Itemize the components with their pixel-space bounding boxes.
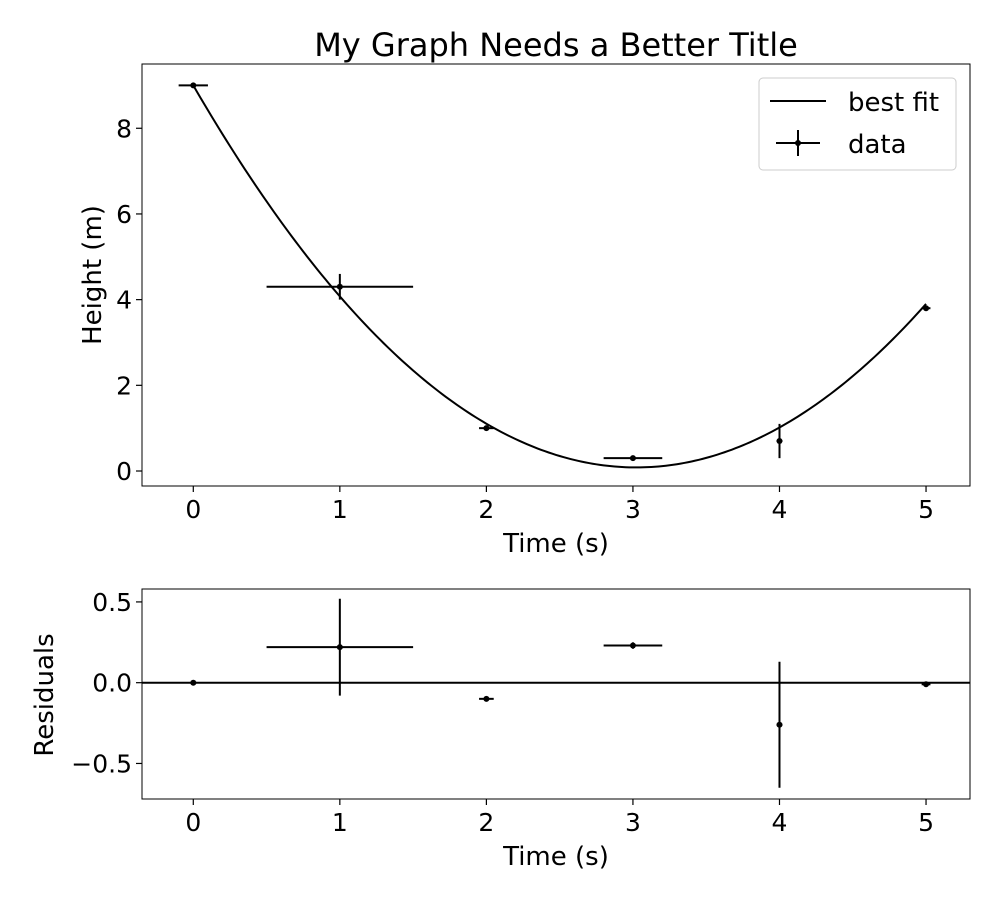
residuals-marker <box>923 681 930 688</box>
residuals-x-tick-label: 0 <box>185 808 201 837</box>
height-y-tick-label: 0 <box>116 457 132 486</box>
height-x-tick-label: 2 <box>478 495 494 524</box>
residuals-x-axis: 0 1 2 3 4 5 <box>185 799 934 837</box>
residuals-data-point <box>603 642 663 649</box>
residuals-y-tick-label: 0.0 <box>92 669 132 698</box>
residuals-y-axis-label: Residuals <box>30 633 60 756</box>
height-x-axis: 0 1 2 3 4 5 <box>185 486 934 524</box>
height-marker <box>483 425 490 432</box>
height-y-tick-label: 8 <box>116 114 132 143</box>
height-y-tick-label: 4 <box>116 286 132 315</box>
legend: best fit data <box>758 77 957 171</box>
height-marker <box>336 283 343 290</box>
residuals-y-tick-label: −0.5 <box>71 749 132 778</box>
residuals-data-point <box>776 661 783 788</box>
residuals-x-axis-label: Time (s) <box>502 842 609 872</box>
height-data-point <box>603 455 663 462</box>
residuals-data-point <box>266 598 414 696</box>
residuals-axes-frame <box>141 588 971 800</box>
residuals-y-axis: −0.5 0.0 0.5 <box>71 588 142 778</box>
height-y-axis: 0 2 4 6 8 <box>116 114 142 486</box>
residuals-marker <box>190 679 197 686</box>
residuals-marker <box>776 721 783 728</box>
height-x-tick-label: 5 <box>918 495 934 524</box>
height-plot-area <box>178 82 931 469</box>
residuals-marker <box>483 695 490 702</box>
height-axes-frame <box>141 63 971 487</box>
legend-data-label: data <box>848 130 907 160</box>
height-x-tick-label: 0 <box>185 495 201 524</box>
residuals-x-tick-label: 1 <box>332 808 348 837</box>
residuals-x-tick-label: 3 <box>625 808 641 837</box>
height-y-tick-label: 6 <box>116 200 132 229</box>
legend-data-swatch <box>776 130 820 156</box>
chart-title: My Graph Needs a Better Title <box>314 26 798 64</box>
residuals-x-tick-label: 4 <box>772 808 788 837</box>
residuals-chart: 0 1 2 3 4 5 −0.5 0.0 0.5 Time (s) Residuals <box>30 588 971 872</box>
height-y-axis-label: Height (m) <box>78 205 108 345</box>
height-chart: My Graph Needs a Better Title 0 1 2 3 4 5 0 2 4… <box>78 26 971 559</box>
residuals-plot-area <box>142 598 970 788</box>
height-data-point <box>479 425 494 432</box>
height-x-tick-label: 1 <box>332 495 348 524</box>
height-marker <box>776 438 783 445</box>
residuals-x-tick-label: 2 <box>478 808 494 837</box>
residuals-data-point <box>190 679 197 686</box>
height-x-tick-label: 3 <box>625 495 641 524</box>
height-y-tick-label: 2 <box>116 371 132 400</box>
height-x-tick-label: 4 <box>772 495 788 524</box>
best-fit-line <box>192 84 927 469</box>
height-data-point <box>776 423 783 459</box>
legend-best-fit-label: best fit <box>848 88 939 118</box>
residuals-data-point <box>921 681 931 688</box>
residuals-data-point <box>479 695 494 702</box>
residuals-y-tick-label: 0.5 <box>92 588 132 617</box>
residuals-x-tick-label: 5 <box>918 808 934 837</box>
residuals-marker <box>629 642 636 649</box>
height-x-axis-label: Time (s) <box>502 529 609 559</box>
height-marker <box>629 455 636 462</box>
residuals-marker <box>336 644 343 651</box>
